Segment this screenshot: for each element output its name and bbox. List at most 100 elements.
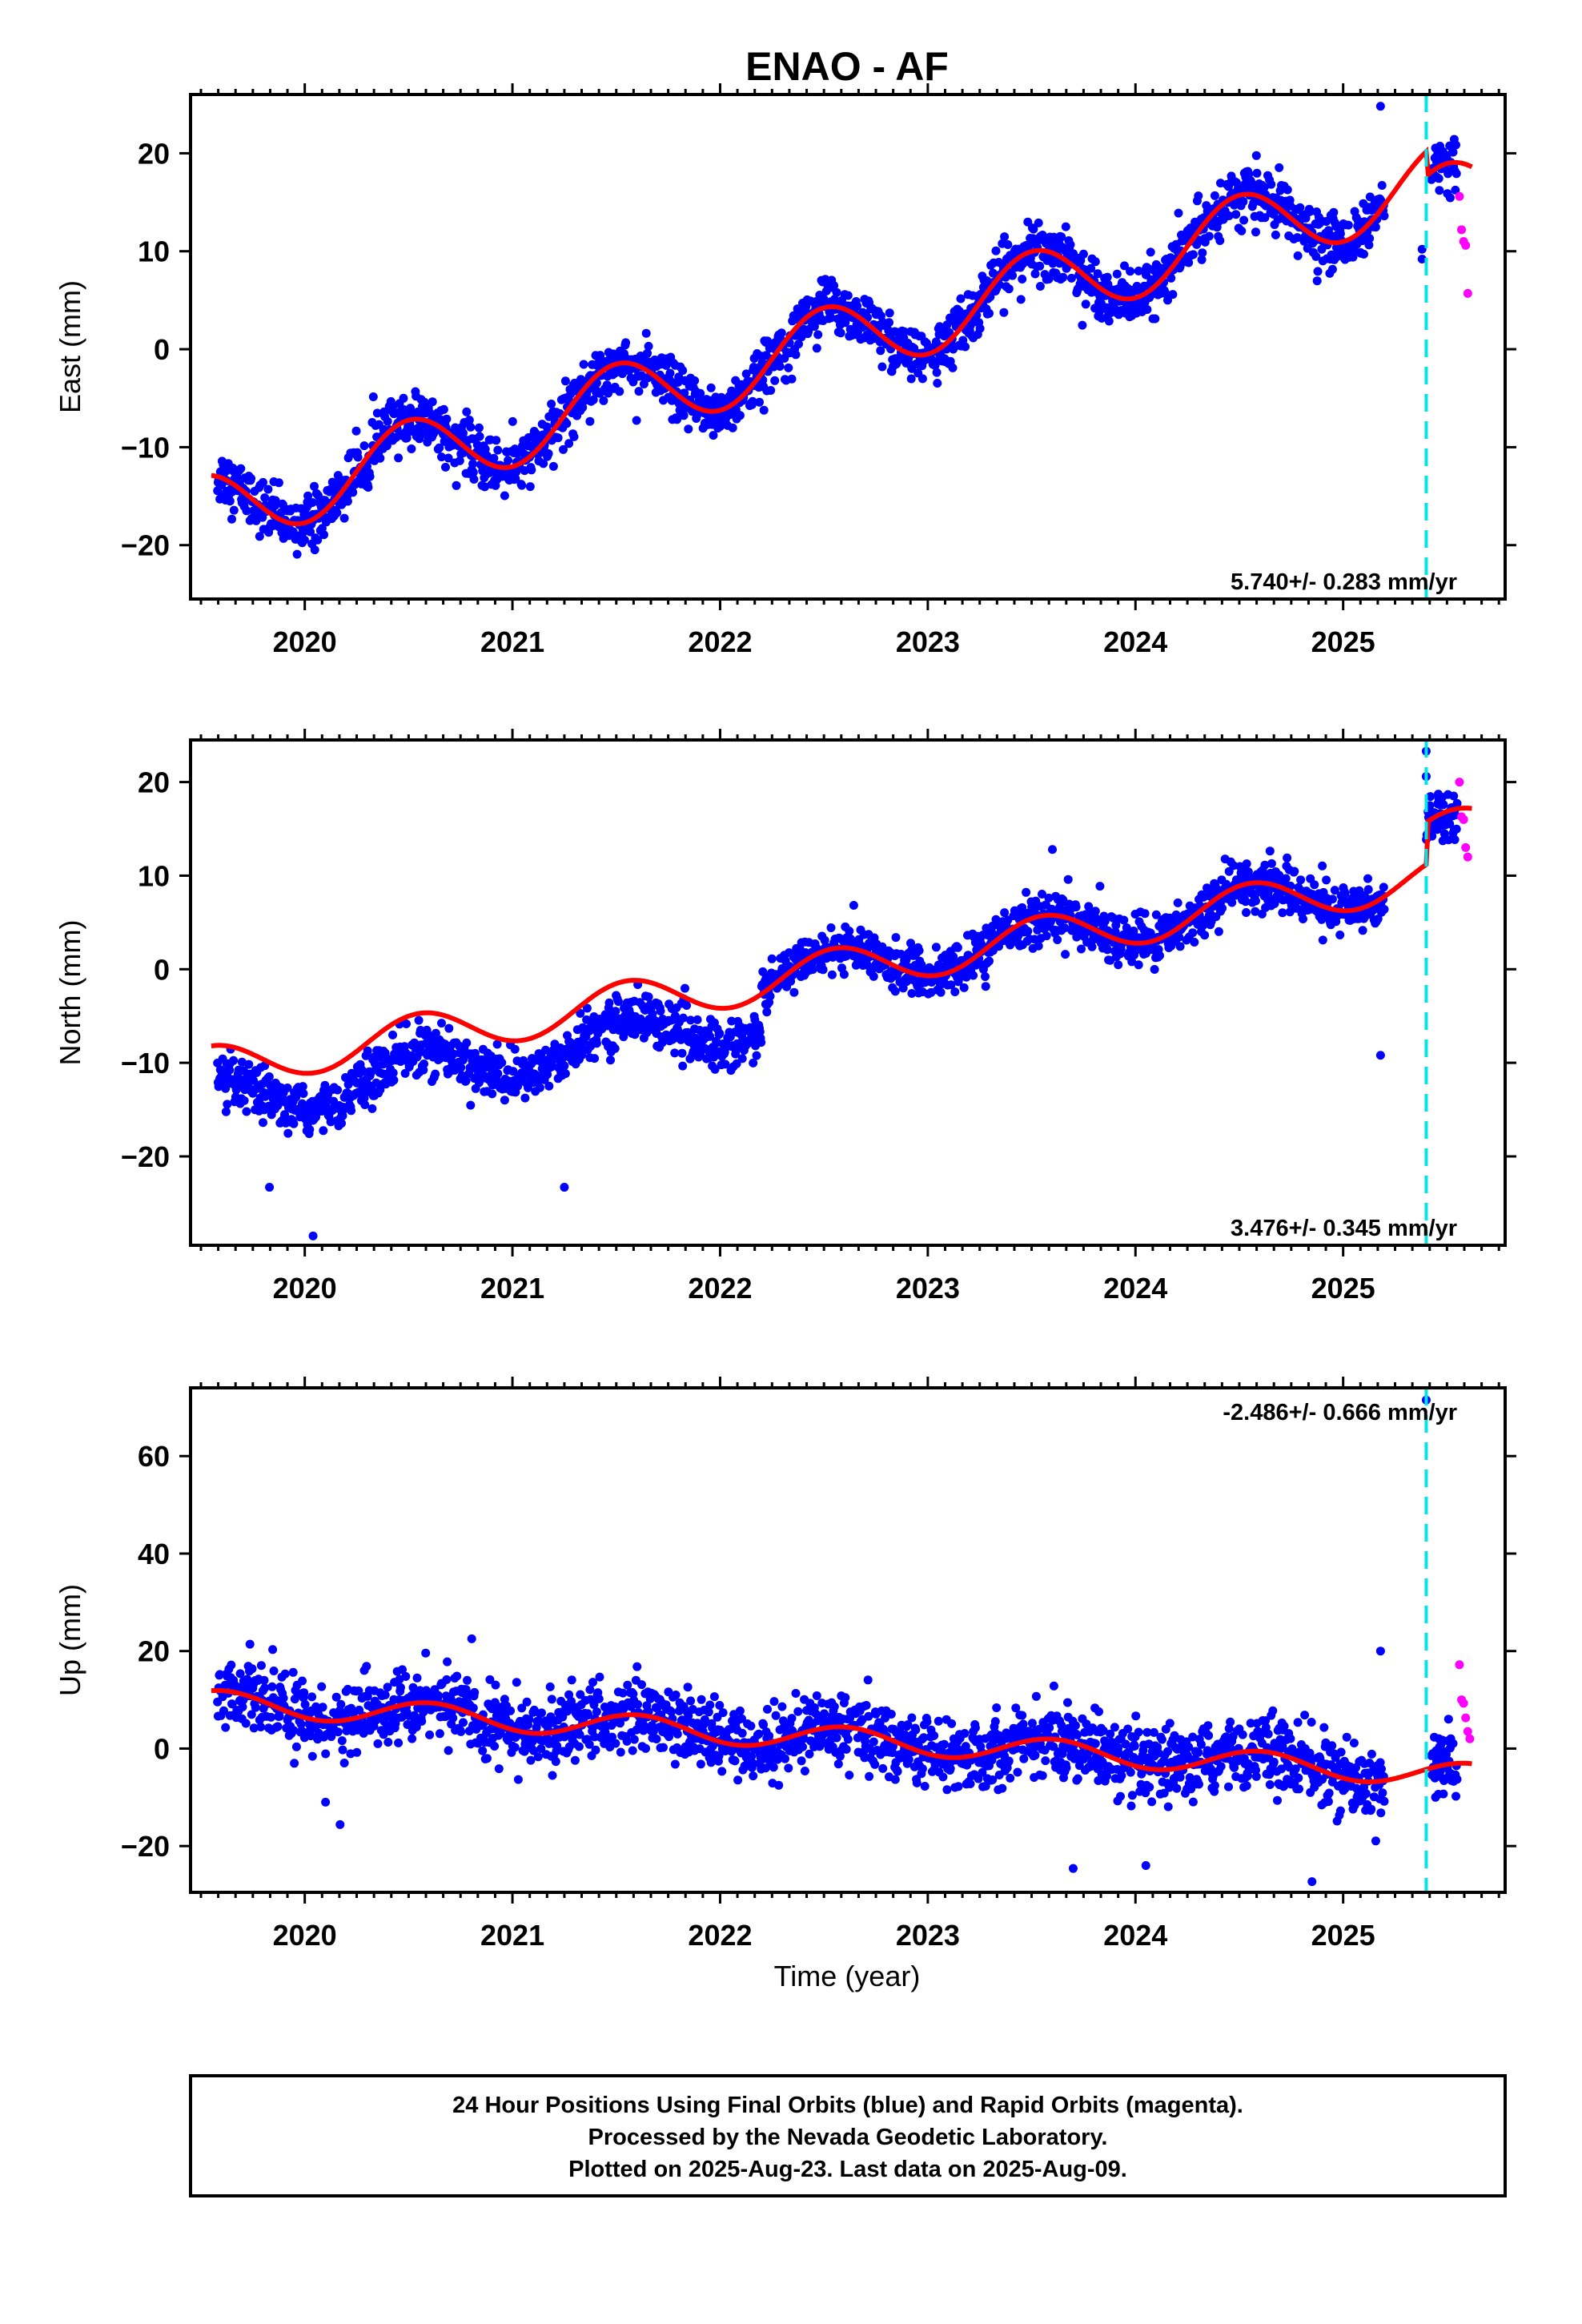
final-orbit-point: [1034, 218, 1043, 227]
final-orbit-point: [394, 1738, 404, 1747]
panel-east: 2020 2021 2022 2023 2024 2025−20−1001020East …: [54, 83, 1516, 658]
final-orbit-point: [336, 1699, 346, 1709]
final-orbit-point: [408, 1734, 417, 1743]
final-orbit-point: [1335, 931, 1345, 939]
final-orbit-point: [420, 1059, 428, 1068]
final-orbit-point: [1290, 866, 1299, 876]
final-orbit-point: [622, 1736, 632, 1746]
final-orbit-point: [327, 1732, 336, 1741]
final-orbit-point: [1060, 923, 1070, 933]
final-orbit-point: [280, 1669, 290, 1679]
final-orbit-point: [1077, 944, 1086, 954]
y-tick-label: 0: [154, 333, 170, 366]
final-orbit-point: [735, 411, 745, 420]
final-orbit-point: [570, 1755, 580, 1765]
final-orbit-point: [1029, 224, 1038, 234]
final-orbit-point: [1146, 247, 1155, 257]
final-orbit-point: [775, 362, 785, 371]
final-orbit-point: [765, 991, 775, 1001]
final-orbit-point: [552, 1741, 562, 1751]
y-tick-label: −10: [121, 431, 170, 464]
final-orbit-point: [757, 1038, 766, 1047]
final-orbit-point: [584, 1711, 593, 1720]
final-orbit-point: [1034, 941, 1043, 951]
final-orbit-point: [1200, 931, 1210, 940]
final-orbit-point: [1173, 898, 1182, 907]
final-orbit-point: [553, 433, 563, 443]
final-orbit-point: [1004, 284, 1014, 294]
final-orbit-point: [500, 491, 509, 501]
final-orbit-point: [933, 379, 942, 388]
final-orbit-point: [247, 1664, 257, 1674]
final-orbit-point: [1445, 193, 1455, 203]
final-orbit-point: [283, 1084, 292, 1092]
final-orbit-point: [249, 1723, 259, 1733]
final-orbit-point: [914, 946, 924, 955]
final-orbit-point: [1224, 182, 1233, 191]
final-orbit-point: [784, 363, 793, 372]
final-orbit-point: [517, 1703, 527, 1713]
final-orbit-point: [826, 313, 836, 323]
final-orbit-point: [1295, 203, 1305, 212]
plot-area-north: [211, 746, 1472, 1240]
final-orbit-point: [305, 1125, 315, 1134]
final-orbit-point: [787, 1714, 797, 1723]
final-orbit-point: [318, 1703, 327, 1712]
final-orbit-point: [1377, 181, 1387, 190]
final-orbit-point: [1451, 185, 1460, 195]
final-orbit-point: [227, 1660, 236, 1670]
final-orbit-point: [1197, 255, 1207, 264]
final-orbit-point: [864, 1711, 873, 1721]
final-orbit-point: [239, 1096, 249, 1105]
final-orbit-point: [906, 939, 915, 948]
final-orbit-point: [548, 1771, 557, 1780]
final-orbit-point: [268, 1645, 278, 1655]
final-orbit-point: [1110, 303, 1119, 312]
final-orbit-point: [368, 392, 378, 401]
final-orbit-point: [383, 1683, 392, 1692]
final-orbit-point: [468, 468, 478, 477]
final-orbit-point: [777, 1702, 787, 1711]
x-tick-label: 2023: [896, 625, 960, 658]
final-orbit-point: [829, 281, 839, 291]
final-orbit-point: [863, 1675, 873, 1685]
final-orbit-point: [870, 1759, 880, 1769]
final-orbit-point: [1058, 272, 1068, 282]
final-orbit-point: [1267, 858, 1276, 868]
final-orbit-point: [533, 1752, 543, 1762]
final-orbit-point: [1296, 875, 1306, 885]
final-orbit-point: [1313, 267, 1323, 276]
final-orbit-point: [766, 386, 776, 395]
final-orbit-point: [1126, 267, 1135, 276]
final-orbit-point: [474, 423, 484, 432]
final-orbit-point: [953, 943, 962, 952]
final-orbit-point: [219, 1706, 228, 1715]
final-orbit-point: [820, 935, 829, 945]
final-orbit-point: [306, 1731, 315, 1741]
final-orbit-point: [576, 1008, 585, 1018]
final-orbit-points: [213, 102, 1461, 559]
final-orbit-point: [1093, 269, 1102, 279]
final-orbit-point: [841, 1744, 851, 1754]
final-orbit-point: [455, 456, 464, 465]
final-orbit-point: [299, 1688, 309, 1698]
final-orbit-point: [267, 1682, 277, 1691]
final-orbit-point: [1318, 935, 1327, 945]
x-tick-label: 2023: [896, 1272, 960, 1305]
final-orbit-point: [352, 1747, 362, 1757]
final-orbit-point: [697, 1695, 706, 1704]
final-orbit-point: [1155, 951, 1164, 960]
final-orbit-point: [618, 1688, 628, 1698]
final-orbit-point: [510, 1743, 520, 1752]
final-orbit-point: [721, 1059, 730, 1069]
final-orbit-point: [819, 294, 829, 304]
final-orbit-point: [652, 1735, 661, 1743]
final-orbit-point: [1087, 942, 1097, 951]
final-orbit-point: [247, 474, 256, 483]
final-orbit-point: [306, 527, 315, 537]
final-orbit-point: [1000, 908, 1010, 918]
final-orbit-point: [715, 1701, 725, 1710]
final-orbit-point: [813, 330, 823, 340]
final-orbit-point: [604, 998, 614, 1007]
final-orbit-point: [833, 1759, 843, 1769]
